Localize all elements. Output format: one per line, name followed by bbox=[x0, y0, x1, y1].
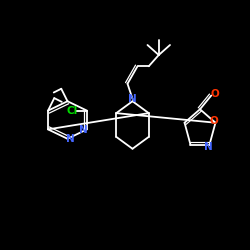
Text: O: O bbox=[210, 116, 218, 126]
Text: N: N bbox=[79, 125, 88, 135]
Text: Cl: Cl bbox=[66, 106, 78, 116]
Text: N: N bbox=[66, 134, 75, 144]
Text: O: O bbox=[211, 89, 220, 99]
Text: N: N bbox=[204, 142, 213, 152]
Text: N: N bbox=[128, 94, 137, 104]
